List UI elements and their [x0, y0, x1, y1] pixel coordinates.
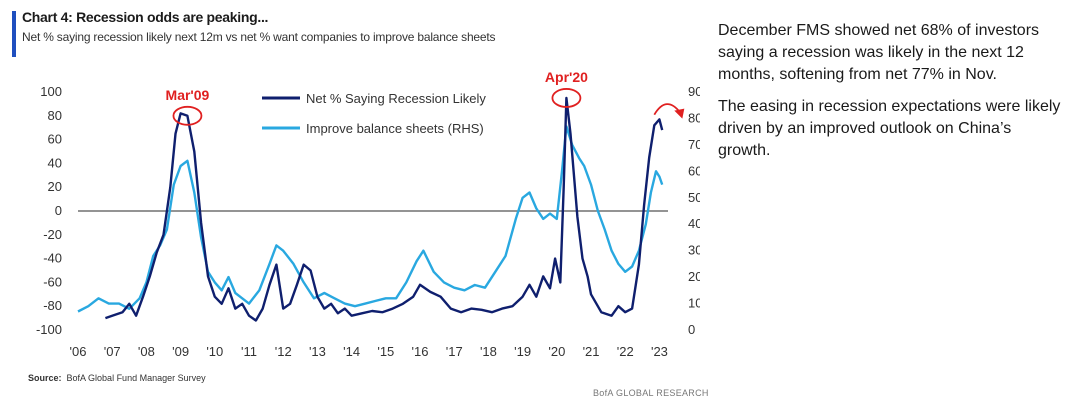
y-right-tick-label: 20: [688, 269, 700, 284]
annotation-circle: [551, 88, 582, 108]
line-chart: 100806040200-20-40-60-80-100908070605040…: [36, 69, 700, 359]
x-tick-label: '17: [446, 344, 463, 359]
y-right-tick-label: 80: [688, 110, 700, 125]
y-left-tick-label: 80: [48, 108, 62, 123]
x-tick-label: '16: [412, 344, 429, 359]
commentary-paragraph-1: December FMS showed net 68% of investors…: [718, 22, 1040, 83]
accent-bar: [12, 11, 16, 57]
x-tick-label: '13: [309, 344, 326, 359]
x-tick-label: '18: [480, 344, 497, 359]
y-left-tick-label: -40: [43, 251, 62, 266]
trend-arrow-head: [674, 108, 685, 119]
x-tick-label: '06: [70, 344, 87, 359]
y-left-tick-label: 40: [48, 155, 62, 170]
annotation-label: Mar'09: [166, 87, 210, 103]
y-left-tick-label: 0: [55, 203, 62, 218]
x-tick-label: '22: [617, 344, 634, 359]
x-tick-label: '08: [138, 344, 155, 359]
x-tick-label: '10: [206, 344, 223, 359]
y-left-tick-label: -20: [43, 227, 62, 242]
series-balance-line: [77, 125, 664, 313]
y-right-tick-label: 50: [688, 190, 700, 205]
source-note: Source: BofA Global Fund Manager Survey: [28, 373, 206, 383]
x-tick-label: '23: [651, 344, 668, 359]
y-right-tick-label: 30: [688, 243, 700, 258]
y-left-tick-label: 100: [40, 84, 62, 99]
brand-label: BofA GLOBAL RESEARCH: [593, 388, 709, 398]
legend-label: Net % Saying Recession Likely: [306, 91, 486, 106]
x-tick-label: '20: [548, 344, 565, 359]
trend-arrow: [653, 103, 682, 116]
chart-title: Chart 4: Recession odds are peaking...: [22, 9, 269, 25]
x-tick-label: '12: [275, 344, 292, 359]
source-label: Source:: [28, 373, 62, 383]
chart-panel: Chart 4: Recession odds are peaking... N…: [12, 9, 708, 398]
y-right-tick-label: 90: [688, 84, 700, 99]
x-tick-label: '14: [343, 344, 360, 359]
y-right-tick-label: 70: [688, 137, 700, 152]
chart-subtitle: Net % saying recession likely next 12m v…: [22, 30, 496, 44]
annotation-circle: [172, 105, 203, 126]
x-tick-label: '15: [377, 344, 394, 359]
y-right-tick-label: 0: [688, 322, 695, 337]
source-text: BofA Global Fund Manager Survey: [66, 373, 206, 383]
x-tick-label: '07: [104, 344, 121, 359]
commentary: December FMS showed net 68% of investors…: [718, 20, 1068, 172]
series-recession-line: [105, 96, 664, 322]
x-tick-label: '11: [241, 344, 257, 359]
legend-label: Improve balance sheets (RHS): [306, 121, 484, 136]
y-left-tick-label: 60: [48, 132, 62, 147]
y-left-tick-label: -60: [43, 274, 62, 289]
y-left-tick-label: 20: [48, 179, 62, 194]
commentary-paragraph-2: The easing in recession expectations wer…: [718, 98, 1061, 159]
y-right-tick-label: 40: [688, 216, 700, 231]
y-right-tick-label: 60: [688, 163, 700, 178]
y-left-tick-label: -80: [43, 298, 62, 313]
x-tick-label: '21: [583, 344, 600, 359]
y-left-tick-label: -100: [36, 322, 62, 337]
annotation-label: Apr'20: [545, 69, 588, 85]
y-right-tick-label: 10: [688, 296, 700, 311]
x-tick-label: '19: [514, 344, 531, 359]
x-tick-label: '09: [172, 344, 189, 359]
